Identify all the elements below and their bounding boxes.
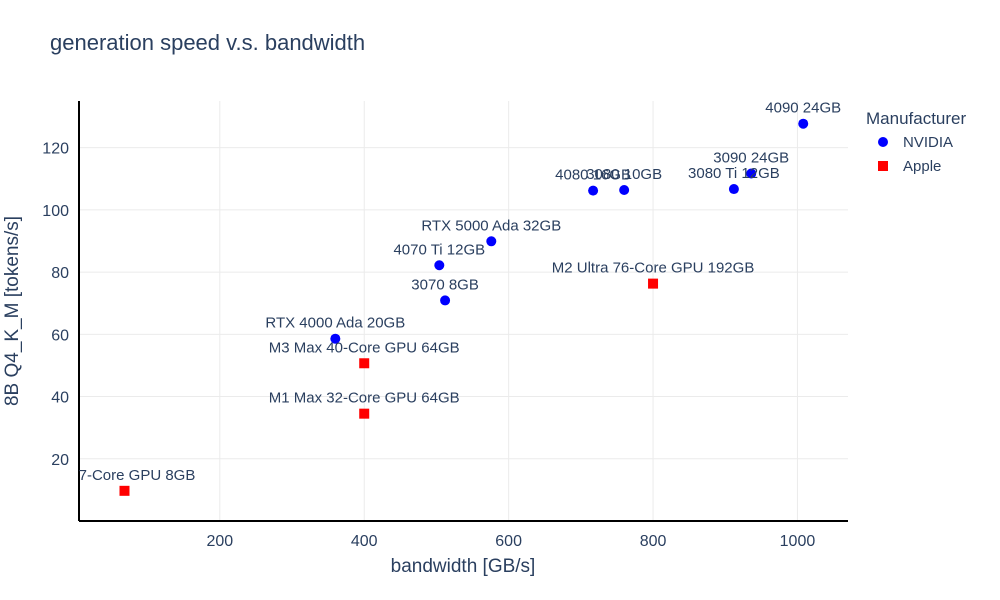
legend-entry-apple: Apple — [903, 158, 941, 175]
chart-title: generation speed v.s. bandwidth — [50, 30, 365, 55]
x-tick-label: 200 — [206, 533, 233, 550]
data-label: M1 7-Core GPU 8GB — [54, 467, 196, 484]
legend-title: Manufacturer — [866, 109, 966, 128]
data-label: RTX 5000 Ada 32GB — [421, 217, 561, 234]
data-label: RTX 4000 Ada 20GB — [265, 315, 405, 332]
data-points — [119, 118, 809, 496]
y-tick-label: 100 — [42, 203, 69, 220]
x-tick-label: 600 — [495, 533, 522, 550]
data-point-nvidia — [440, 295, 451, 306]
data-label: 4080 16GB — [555, 167, 631, 184]
data-label: 3080 10GB — [586, 166, 662, 183]
data-point-nvidia — [434, 260, 445, 271]
legend: Manufacturer NVIDIA Apple — [866, 109, 966, 175]
data-label: 4090 24GB — [765, 100, 841, 117]
legend-entry-nvidia: NVIDIA — [903, 134, 953, 151]
data-point-apple — [119, 485, 130, 496]
x-tick-label: 800 — [640, 533, 667, 550]
data-label: 4070 Ti 12GB — [393, 241, 485, 258]
data-label: 3090 24GB — [713, 149, 789, 166]
data-point-nvidia — [746, 168, 757, 179]
x-axis-title: bandwidth [GB/s] — [391, 556, 536, 577]
data-label: M1 Max 32-Core GPU 64GB — [269, 390, 460, 407]
data-point-nvidia — [798, 118, 809, 129]
y-tick-label: 20 — [51, 452, 69, 469]
y-axis-title: 8B Q4_K_M [tokens/s] — [2, 216, 23, 406]
legend-marker-nvidia — [878, 137, 888, 147]
data-label: 3080 Ti 12GB — [688, 165, 780, 182]
legend-marker-apple — [878, 161, 888, 171]
y-tick-label: 80 — [51, 265, 69, 282]
data-point-nvidia — [486, 236, 497, 247]
x-tick-labels: 200 400 600 800 1000 — [206, 533, 815, 550]
data-label: 3070 8GB — [411, 276, 479, 293]
data-label: M2 Ultra 76-Core GPU 192GB — [552, 260, 755, 277]
y-tick-label: 120 — [42, 141, 69, 158]
data-point-apple — [359, 408, 370, 419]
data-point-apple — [648, 278, 659, 289]
data-point-nvidia — [330, 333, 341, 344]
x-tick-label: 400 — [351, 533, 378, 550]
data-point-nvidia — [728, 184, 739, 195]
y-tick-label: 40 — [51, 390, 69, 407]
y-tick-label: 60 — [51, 327, 69, 344]
grid-lines — [79, 101, 848, 521]
data-label: M3 Max 40-Core GPU 64GB — [269, 339, 460, 356]
x-tick-label: 1000 — [780, 533, 816, 550]
data-point-apple — [359, 358, 370, 369]
y-tick-labels: 20 40 60 80 100 120 — [42, 141, 69, 469]
data-point-nvidia — [619, 184, 630, 195]
data-point-nvidia — [588, 185, 599, 196]
